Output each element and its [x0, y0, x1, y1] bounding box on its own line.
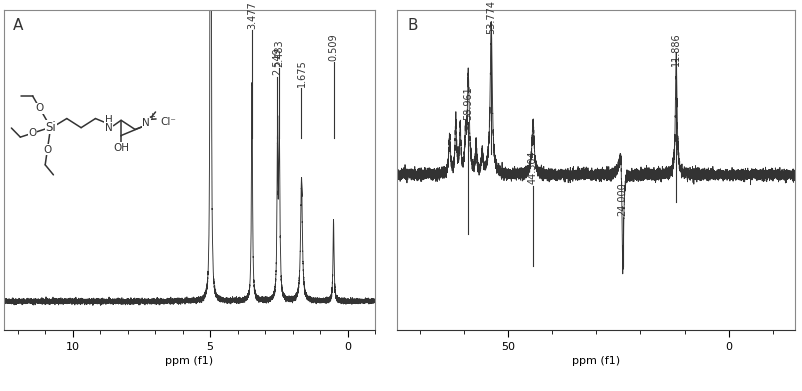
Text: 11.886: 11.886 [670, 32, 680, 66]
Text: 3.477: 3.477 [247, 1, 257, 29]
X-axis label: ppm (f1): ppm (f1) [165, 356, 213, 366]
Text: B: B [407, 18, 417, 33]
Text: 53.774: 53.774 [486, 0, 496, 34]
Text: 0.509: 0.509 [328, 33, 338, 61]
Text: 24.000: 24.000 [617, 183, 627, 216]
Text: 1.675: 1.675 [296, 59, 306, 87]
Text: 44.304: 44.304 [528, 151, 537, 184]
X-axis label: ppm (f1): ppm (f1) [572, 356, 619, 366]
Text: 2.549: 2.549 [272, 48, 282, 75]
Text: A: A [14, 18, 23, 33]
Text: 58.961: 58.961 [463, 86, 472, 120]
Text: 2.483: 2.483 [274, 39, 284, 66]
